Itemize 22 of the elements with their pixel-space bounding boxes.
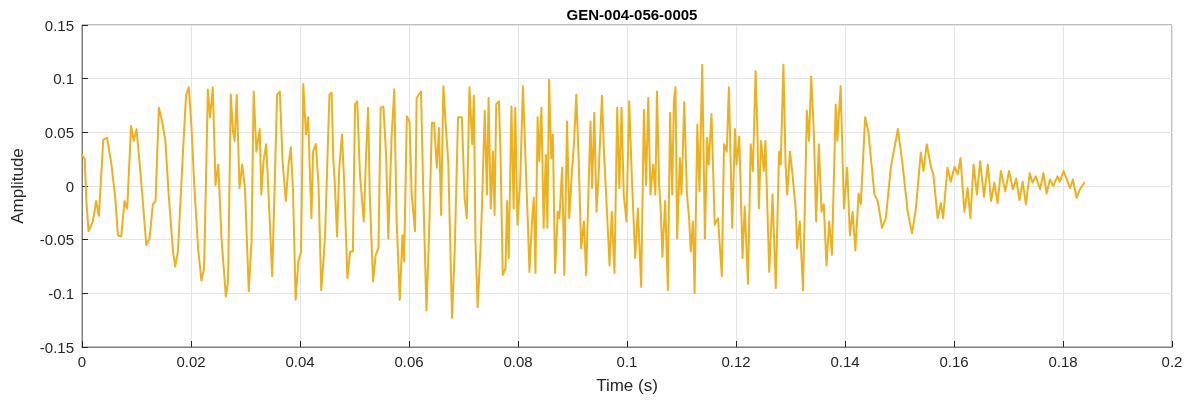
y-tick-label: 0.15 (44, 16, 74, 34)
x-tick-label: 0.06 (394, 353, 424, 370)
x-tick-label: 0.12 (721, 353, 751, 370)
y-tick-label: -0.15 (39, 338, 74, 356)
x-tick-label: 0.18 (1048, 353, 1078, 370)
y-tick-label: 0.05 (44, 123, 74, 141)
x-tick-label: 0.08 (503, 353, 533, 370)
x-tick-label: 0.04 (285, 353, 315, 370)
x-tick-label: 0.2 (1161, 353, 1183, 370)
x-tick-label: 0.14 (830, 353, 860, 370)
chart-title: GEN-004-056-0005 (566, 6, 698, 23)
x-tick-label: 0.02 (176, 353, 206, 370)
y-tick-label: 0 (65, 177, 74, 195)
y-axis-title: Amplitude (8, 148, 27, 224)
line-series (81, 63, 1086, 320)
y-tick-label: -0.05 (39, 231, 74, 249)
x-tick-label: 0.1 (616, 353, 638, 370)
y-tick-label: -0.1 (48, 284, 74, 302)
x-tick-label: 0.16 (939, 353, 969, 370)
y-tick-label: 0.1 (53, 70, 74, 88)
x-tick-label: 0 (77, 353, 87, 370)
x-axis-title: Time (s) (596, 376, 658, 395)
